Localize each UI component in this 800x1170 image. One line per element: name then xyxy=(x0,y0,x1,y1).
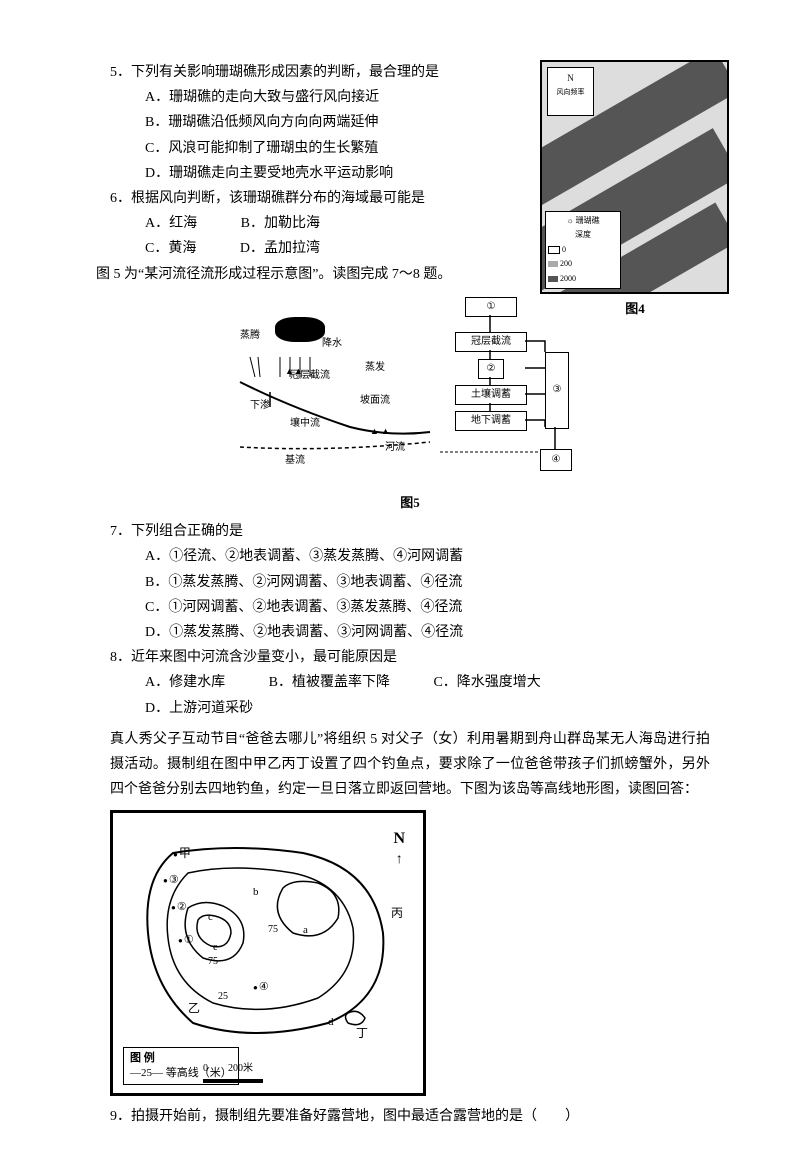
q5-stem: 5．下列有关影响珊瑚礁形成因素的判断，最合理的是 xyxy=(110,60,490,85)
figure-5-image: 蒸腾 降水 冠层截流 蒸发 下渗 壤中流 坡面流 基流 河流 ▲▲ ▲ ▲ ① … xyxy=(230,297,590,482)
q9-stem: 9．拍摄开始前，摄制组先要准备好露营地，图中最适合露营地的是（ ） xyxy=(110,1104,710,1129)
q6-opt-b: B．加勒比海 xyxy=(241,211,320,236)
svg-text:▲ ▲: ▲ ▲ xyxy=(370,426,390,436)
figure-map: N 甲 乙 丙 丁 ① ② ③ ④ a b c d e 25 75 75 xyxy=(110,810,710,1096)
map-contours xyxy=(133,838,403,1048)
map-letter-d: d xyxy=(328,1013,334,1033)
q6-stem: 6．根据风向判断，该珊瑚礁群分布的海域最可能是 xyxy=(110,186,490,211)
passage-text: 真人秀父子互动节目“爸爸去哪儿”将组织 5 对父子（女）利用暑期到舟山群岛某无人… xyxy=(110,727,710,803)
figure-4: N 风向频率 ☼ 珊瑚礁 深度 0 200 2000 图4 xyxy=(540,60,730,320)
q5-opt-a: A．珊瑚礁的走向大致与盛行风向接近 xyxy=(110,85,490,110)
figure-5: 蒸腾 降水 冠层截流 蒸发 下渗 壤中流 坡面流 基流 河流 ▲▲ ▲ ▲ ① … xyxy=(110,297,710,515)
figure-4-compass: N 风向频率 xyxy=(547,67,594,116)
map-pt-bing: 丙 xyxy=(391,903,403,925)
q6-opt-d: D．孟加拉湾 xyxy=(240,236,320,261)
map-pt-4: ④ xyxy=(253,978,269,998)
q6-opts-row2: C．黄海 D．孟加拉湾 xyxy=(110,236,490,261)
q8-opt-a: A．修建水库 xyxy=(145,670,225,695)
map-pt-2: ② xyxy=(171,898,187,918)
map-scale-bar: 0 200米 xyxy=(203,1060,263,1083)
map-pt-1: ① xyxy=(178,931,194,951)
q8-opt-b: B．植被覆盖率下降 xyxy=(269,670,390,695)
figure-4-legend: ☼ 珊瑚礁 深度 0 200 2000 xyxy=(545,211,621,289)
q5-opt-b: B．珊瑚礁沿低频风向方向向两端延伸 xyxy=(110,110,490,135)
map-letter-c: c xyxy=(208,908,213,928)
q8-opt-d: D．上游河道采砂 xyxy=(145,696,253,721)
q6-opt-a: A．红海 xyxy=(145,211,197,236)
figure-4-image: N 风向频率 ☼ 珊瑚礁 深度 0 200 2000 xyxy=(540,60,729,294)
q8-opts: A．修建水库 B．植被覆盖率下降 C．降水强度增大 D．上游河道采砂 xyxy=(110,670,710,720)
svg-text:▲▲: ▲▲ xyxy=(285,366,303,376)
q7-opt-d: D．①蒸发蒸腾、②地表调蓄、③河网调蓄、④径流 xyxy=(110,620,710,645)
map-pt-ding: 丁 xyxy=(356,1023,368,1045)
q5-opt-c: C．风浪可能抑制了珊瑚虫的生长繁殖 xyxy=(110,136,490,161)
q8-stem: 8．近年来图中河流含沙量变小，最可能原因是 xyxy=(110,645,710,670)
map-val-75b: 75 xyxy=(268,921,278,939)
figure-map-image: N 甲 乙 丙 丁 ① ② ③ ④ a b c d e 25 75 75 xyxy=(110,810,426,1096)
q6-opt-c: C．黄海 xyxy=(145,236,196,261)
figure-5-caption: 图5 xyxy=(110,491,710,514)
map-val-75a: 75 xyxy=(208,953,218,971)
map-val-25: 25 xyxy=(218,988,228,1006)
map-pt-3: ③ xyxy=(163,871,179,891)
q5-opt-d: D．珊瑚礁走向主要受地壳水平运动影响 xyxy=(110,161,490,186)
q7-opt-c: C．①河网调蓄、②地表调蓄、③蒸发蒸腾、④径流 xyxy=(110,595,710,620)
q8-opt-c: C．降水强度增大 xyxy=(433,670,540,695)
q7-opt-a: A．①径流、②地表调蓄、③蒸发蒸腾、④河网调蓄 xyxy=(110,544,710,569)
q7-stem: 7．下列组合正确的是 xyxy=(110,519,710,544)
map-pt-jia: 甲 xyxy=(173,843,191,865)
map-letter-b: b xyxy=(253,883,259,903)
q7-opt-b: B．①蒸发蒸腾、②河网调蓄、③地表调蓄、④径流 xyxy=(110,570,710,595)
q6-opts-row1: A．红海 B．加勒比海 xyxy=(110,211,490,236)
map-pt-yi: 乙 xyxy=(188,998,200,1020)
map-letter-a: a xyxy=(303,921,308,941)
